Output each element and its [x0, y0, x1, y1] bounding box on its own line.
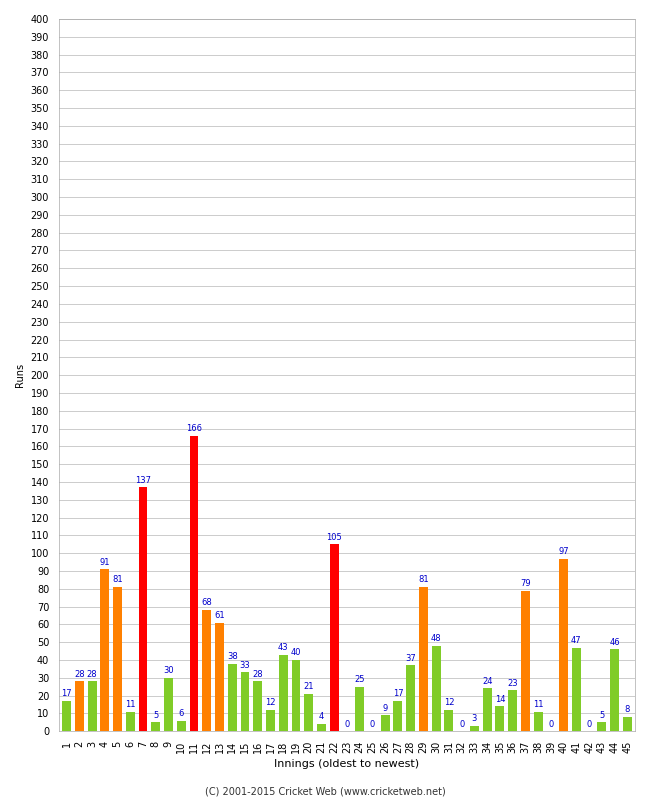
Text: 105: 105	[326, 533, 342, 542]
Text: 21: 21	[304, 682, 314, 691]
Bar	[330, 544, 339, 731]
Text: 12: 12	[444, 698, 454, 707]
Bar	[534, 712, 543, 731]
Text: 97: 97	[558, 547, 569, 556]
Bar	[291, 660, 300, 731]
Text: 23: 23	[508, 678, 518, 687]
Text: 11: 11	[533, 700, 543, 709]
Text: 17: 17	[61, 690, 72, 698]
Bar	[227, 663, 237, 731]
Text: 166: 166	[186, 424, 202, 433]
Text: 91: 91	[99, 558, 110, 566]
Text: 3: 3	[472, 714, 477, 723]
Text: (C) 2001-2015 Cricket Web (www.cricketweb.net): (C) 2001-2015 Cricket Web (www.cricketwe…	[205, 786, 445, 796]
Text: 38: 38	[227, 652, 238, 661]
Bar	[393, 701, 402, 731]
Text: 0: 0	[344, 719, 350, 729]
Bar	[470, 726, 479, 731]
Bar	[177, 721, 186, 731]
Bar	[432, 646, 441, 731]
Bar	[559, 558, 568, 731]
Bar	[356, 686, 364, 731]
Bar	[151, 722, 161, 731]
Text: 5: 5	[153, 710, 159, 720]
Text: 0: 0	[370, 719, 375, 729]
Text: 25: 25	[354, 675, 365, 684]
Text: 30: 30	[163, 666, 174, 675]
Bar	[62, 701, 71, 731]
Bar	[610, 650, 619, 731]
Text: 6: 6	[179, 709, 184, 718]
Text: 12: 12	[265, 698, 276, 707]
Bar	[279, 654, 288, 731]
Text: 81: 81	[112, 575, 123, 584]
Bar	[406, 666, 415, 731]
Text: 4: 4	[319, 713, 324, 722]
Bar	[113, 587, 122, 731]
Text: 43: 43	[278, 643, 289, 652]
Bar	[88, 682, 96, 731]
Text: 0: 0	[548, 719, 554, 729]
Bar	[164, 678, 173, 731]
Text: 137: 137	[135, 476, 151, 485]
Text: 5: 5	[599, 710, 605, 720]
Text: 17: 17	[393, 690, 403, 698]
Bar	[572, 647, 581, 731]
Text: 11: 11	[125, 700, 136, 709]
Text: 8: 8	[625, 706, 630, 714]
Text: 47: 47	[571, 636, 582, 645]
Bar	[100, 569, 109, 731]
Bar	[508, 690, 517, 731]
Text: 9: 9	[383, 703, 388, 713]
Bar	[254, 682, 262, 731]
Text: 24: 24	[482, 677, 493, 686]
Text: 48: 48	[431, 634, 441, 643]
Bar	[240, 673, 250, 731]
Bar	[597, 722, 606, 731]
Bar	[215, 622, 224, 731]
Text: 28: 28	[86, 670, 98, 678]
Bar	[75, 682, 84, 731]
Bar	[521, 590, 530, 731]
Text: 28: 28	[252, 670, 263, 678]
Bar	[190, 436, 198, 731]
Text: 33: 33	[240, 661, 250, 670]
Bar	[138, 487, 148, 731]
Text: 28: 28	[74, 670, 85, 678]
Text: 37: 37	[406, 654, 416, 662]
X-axis label: Innings (oldest to newest): Innings (oldest to newest)	[274, 759, 419, 769]
Bar	[495, 706, 504, 731]
Text: 0: 0	[459, 719, 464, 729]
Bar	[266, 710, 275, 731]
Bar	[483, 689, 491, 731]
Bar	[126, 712, 135, 731]
Text: 14: 14	[495, 694, 505, 704]
Bar	[202, 610, 211, 731]
Text: 46: 46	[609, 638, 620, 646]
Text: 81: 81	[418, 575, 429, 584]
Text: 40: 40	[291, 648, 301, 658]
Bar	[381, 715, 389, 731]
Text: 0: 0	[586, 719, 592, 729]
Text: 61: 61	[214, 611, 225, 620]
Y-axis label: Runs: Runs	[15, 363, 25, 387]
Bar	[419, 587, 428, 731]
Bar	[317, 724, 326, 731]
Bar	[304, 694, 313, 731]
Bar	[623, 717, 632, 731]
Text: 68: 68	[202, 598, 212, 607]
Text: 79: 79	[520, 579, 530, 588]
Bar	[445, 710, 454, 731]
